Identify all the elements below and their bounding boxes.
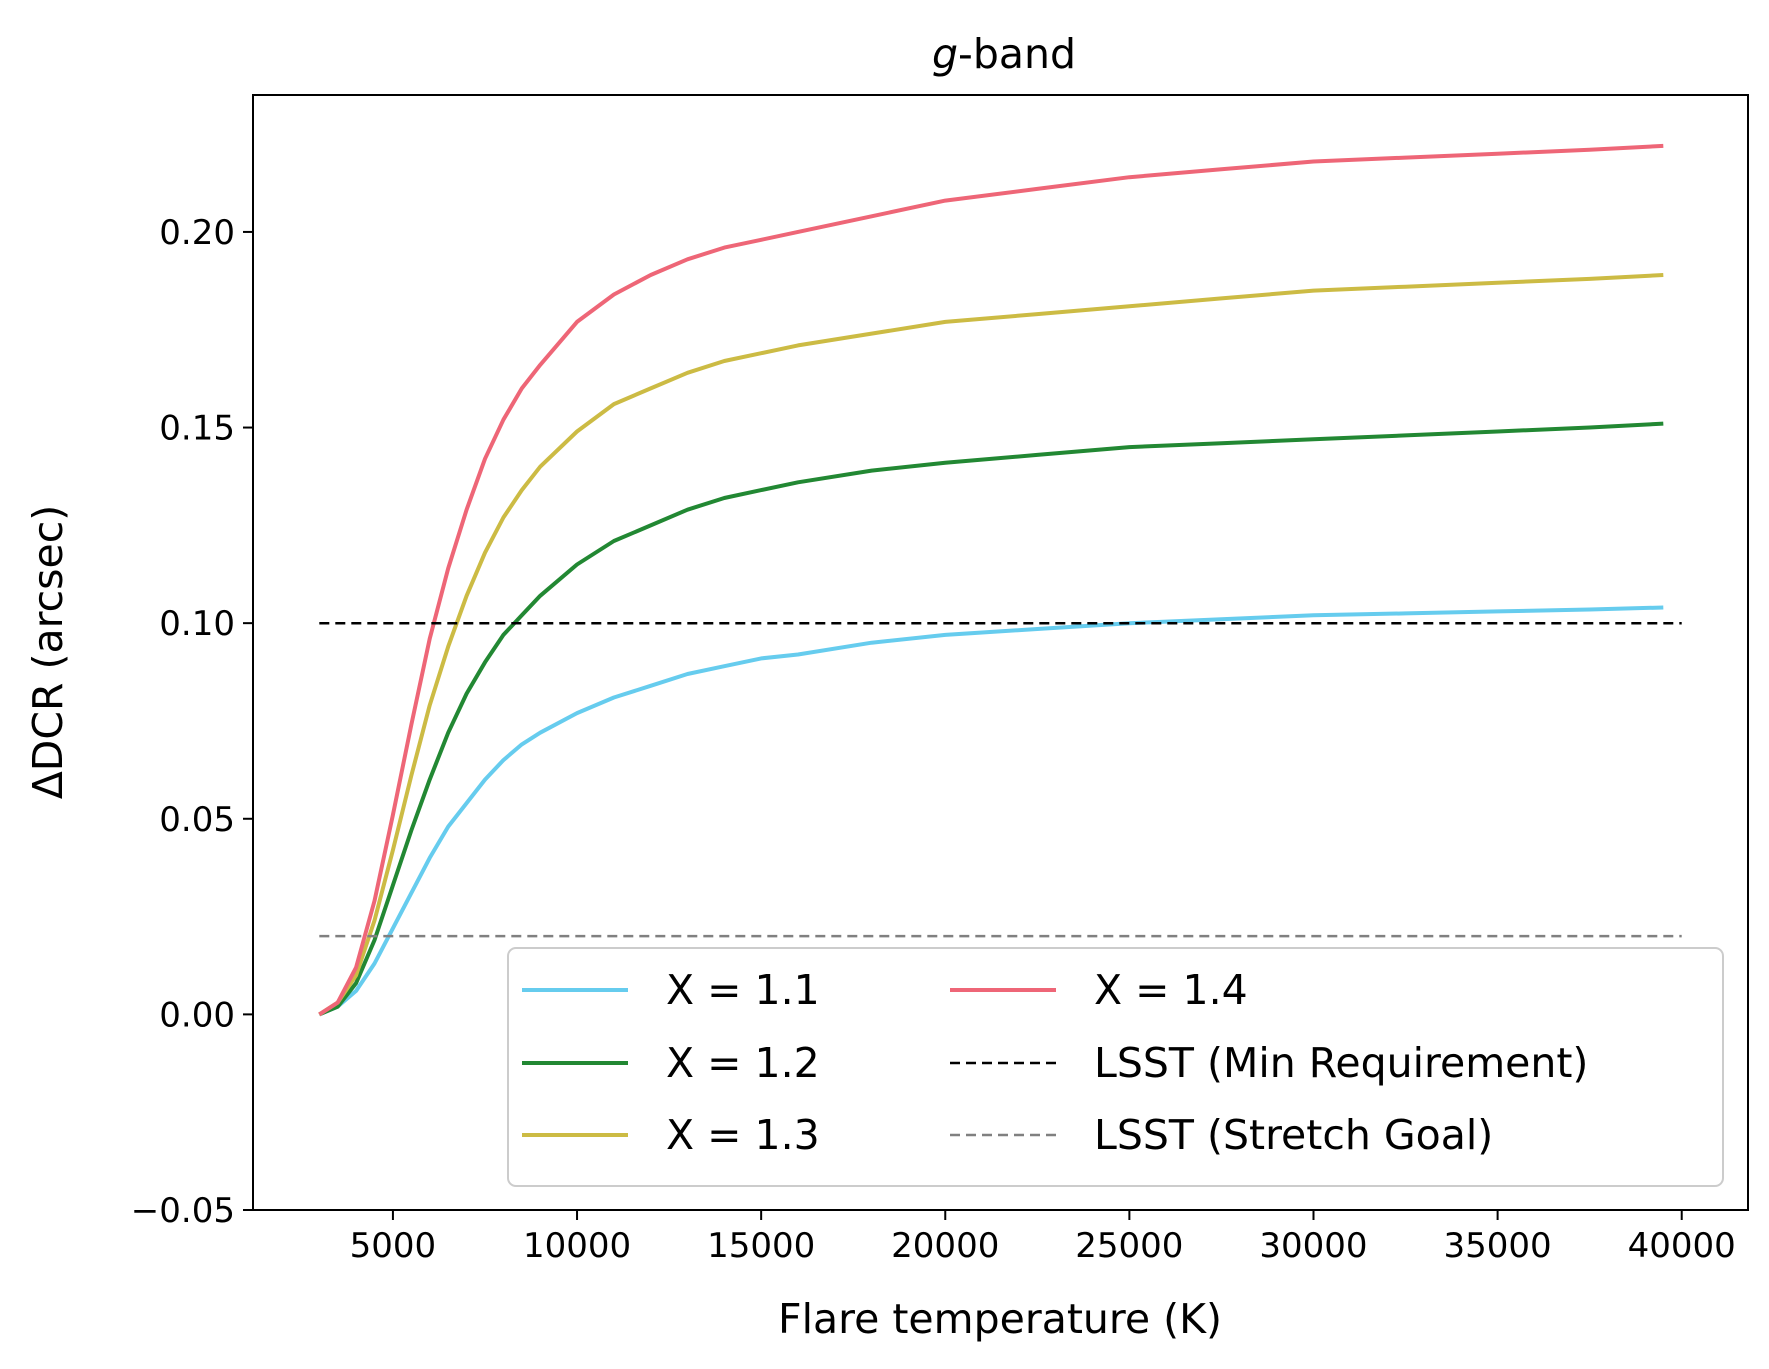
- series-line-x-1-2: [318, 421, 1664, 1017]
- y-tick-label: 0.00: [159, 995, 235, 1035]
- legend-label-lsst-min-requirement: LSST (Min Requirement): [1094, 1039, 1588, 1087]
- legend: X = 1.1 X = 1.2 X = 1.3 X = 1.4 LSST (Min Re…: [507, 947, 1724, 1187]
- legend-box: [507, 947, 1724, 1187]
- legend-label-x-1-4: X = 1.4: [1094, 966, 1248, 1014]
- series-line-x-1-1: [318, 605, 1664, 1017]
- legend-label-x-1-1: X = 1.1: [666, 966, 820, 1014]
- series-line-x-1-3: [318, 273, 1664, 1017]
- y-tick-label: 0.05: [159, 800, 235, 840]
- x-tick-label: 20000: [891, 1226, 999, 1266]
- x-tick-label: 5000: [350, 1226, 437, 1266]
- chart-title-italic: g: [932, 30, 958, 78]
- y-tick-label: −0.05: [131, 1191, 235, 1231]
- legend-label-lsst-stretch-goal: LSST (Stretch Goal): [1094, 1111, 1493, 1159]
- y-tick-label: 0.15: [159, 409, 235, 449]
- x-tick-label: 40000: [1628, 1226, 1736, 1266]
- y-axis-label: ΔDCR (arcsec): [24, 505, 72, 800]
- x-tick-label: 10000: [523, 1226, 631, 1266]
- x-tick-label: 15000: [707, 1226, 815, 1266]
- legend-label-x-1-2: X = 1.2: [666, 1039, 820, 1087]
- legend-label-x-1-3: X = 1.3: [666, 1111, 820, 1159]
- ticks-layer: 5000 10000 15000 20000 25000 30000 35000 40000 −…: [131, 213, 1736, 1266]
- series-layer: [318, 143, 1682, 1017]
- x-tick-label: 30000: [1259, 1226, 1367, 1266]
- y-tick-label: 0.10: [159, 604, 235, 644]
- x-tick-label: 25000: [1075, 1226, 1183, 1266]
- x-tick-label: 35000: [1444, 1226, 1552, 1266]
- chart-title-rest: -band: [958, 30, 1076, 78]
- y-tick-label: 0.20: [159, 213, 235, 253]
- series-line-x-1-4: [318, 143, 1664, 1017]
- chart-title: g-band: [932, 30, 1076, 78]
- x-axis-label: Flare temperature (K): [778, 1295, 1222, 1343]
- plot-frame: [252, 94, 1749, 1211]
